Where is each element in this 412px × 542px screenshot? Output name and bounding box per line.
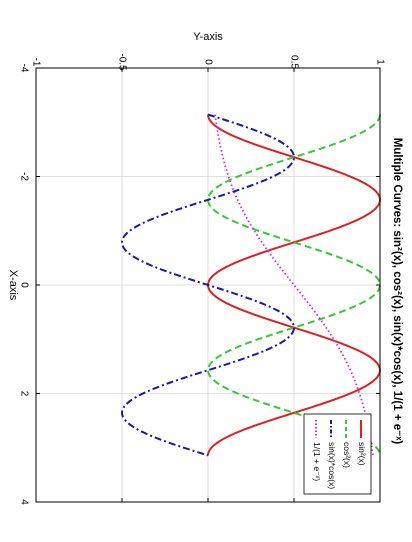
y-tick-label: 0.5 bbox=[288, 55, 299, 69]
series-layer bbox=[120, 113, 382, 457]
legend-label-cos2: cos²(x) bbox=[342, 442, 352, 468]
legend: sin²(x) cos²(x) sin(x)*cos(x) 1/(1 + e⁻ˣ) bbox=[303, 413, 372, 495]
x-tick-label: 2 bbox=[18, 391, 29, 397]
series-line-cos2 bbox=[206, 114, 382, 456]
series-line-sincos bbox=[120, 113, 296, 457]
x-tick-label: -4 bbox=[18, 64, 29, 73]
chart-title: Multiple Curves: sin²(x), cos²(x), sin(x… bbox=[391, 138, 403, 445]
x-tick-label: -2 bbox=[18, 172, 29, 181]
y-tick-label: -1 bbox=[30, 58, 41, 67]
legend-label-sigmoid: 1/(1 + e⁻ˣ) bbox=[312, 442, 322, 481]
legend-label-sin2: sin²(x) bbox=[357, 442, 367, 466]
tick-layer: -1 -0.5 0 0.5 1 -4 -2 0 2 4 bbox=[18, 53, 385, 505]
y-axis-label: Y-axis bbox=[193, 31, 223, 43]
x-tick-label: 4 bbox=[18, 499, 29, 505]
y-tick-label: 1 bbox=[374, 59, 385, 65]
y-tick-label: 0 bbox=[202, 59, 213, 65]
x-axis-label: X-axis bbox=[7, 270, 19, 301]
x-tick-label: 0 bbox=[18, 282, 29, 288]
legend-label-sincos: sin(x)*cos(x) bbox=[327, 442, 337, 489]
y-tick-label: -0.5 bbox=[116, 53, 127, 71]
